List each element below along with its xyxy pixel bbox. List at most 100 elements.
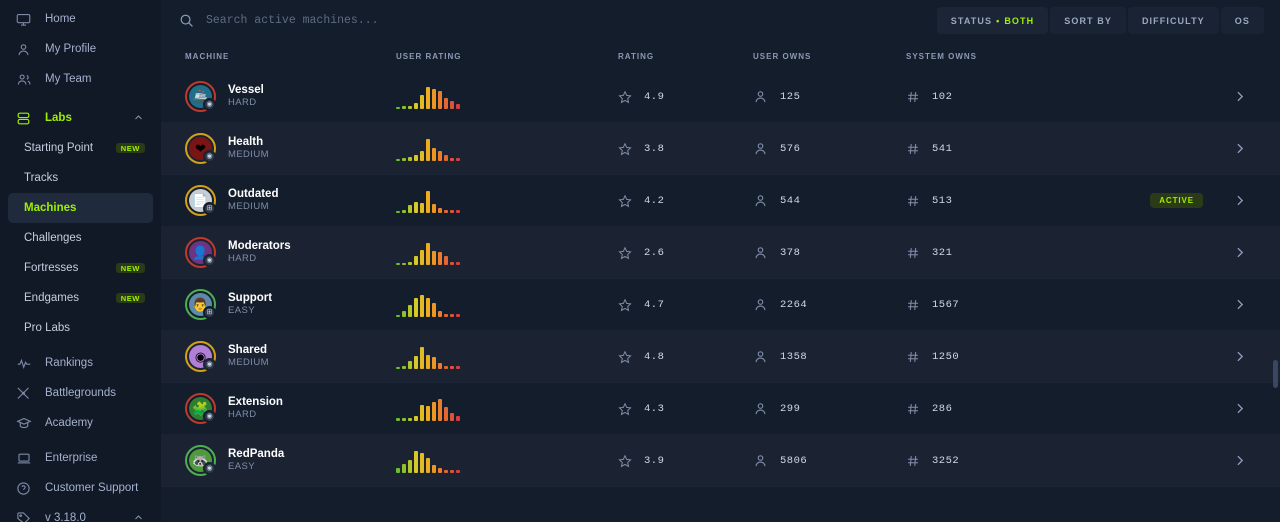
avatar: 🧩 ◉ xyxy=(185,393,216,424)
status-filter[interactable]: STATUS • BOTH xyxy=(936,7,1049,34)
machine-name: Outdated xyxy=(228,187,279,200)
system-owns-cell: 1567 xyxy=(906,298,1056,312)
star-icon xyxy=(618,402,632,416)
table-row[interactable]: ❤ ◉ Health MEDIUM 3.8 576 541 xyxy=(161,123,1280,175)
table-row[interactable]: ◉ ◉ Shared MEDIUM 4.8 1358 1250 xyxy=(161,331,1280,383)
sidebar-item-customer-support[interactable]: Customer Support xyxy=(8,473,153,503)
sort-by-filter[interactable]: SORT BY xyxy=(1050,7,1126,34)
machine-cell[interactable]: 👤 ◉ Moderators HARD xyxy=(161,237,396,268)
rating-bar xyxy=(396,106,400,109)
sidebar-item-label: Pro Labs xyxy=(24,322,71,334)
chevron-right-icon[interactable] xyxy=(1233,454,1246,467)
rating-bar xyxy=(456,261,460,265)
os-filter[interactable]: OS xyxy=(1220,7,1264,34)
rating-bar xyxy=(426,86,430,109)
rating-bar xyxy=(408,156,412,161)
rating-bar xyxy=(432,401,436,421)
rating-bar xyxy=(438,310,442,317)
machine-cell[interactable]: 🦝 ◉ RedPanda EASY xyxy=(161,445,396,476)
filter-value: BOTH xyxy=(1004,15,1035,26)
rating-bar xyxy=(444,313,448,317)
difficulty-filter[interactable]: DIFFICULTY xyxy=(1127,7,1219,34)
machine-cell[interactable]: ❤ ◉ Health MEDIUM xyxy=(161,133,396,164)
table-row[interactable]: 🦝 ◉ RedPanda EASY 3.9 5806 3252 xyxy=(161,435,1280,487)
rating-histogram xyxy=(396,449,618,473)
rating-bar xyxy=(438,467,442,473)
user-owns-value: 544 xyxy=(780,194,801,207)
machine-name: Vessel xyxy=(228,83,264,96)
table-row[interactable]: 👤 ◉ Moderators HARD 2.6 378 321 xyxy=(161,227,1280,279)
rating-histogram xyxy=(396,241,618,265)
rating-bar xyxy=(438,90,442,109)
sidebar-item-labs[interactable]: Labs xyxy=(8,103,153,133)
chevron-right-icon[interactable] xyxy=(1233,194,1246,207)
table-row[interactable]: 🧩 ◉ Extension HARD 4.3 299 286 xyxy=(161,383,1280,435)
machine-name: Extension xyxy=(228,395,283,408)
table-row[interactable]: 👨 ⊞ Support EASY 4.7 2264 1567 xyxy=(161,279,1280,331)
sidebar-item-challenges[interactable]: Challenges xyxy=(8,223,153,253)
sidebar-item-enterprise[interactable]: Enterprise xyxy=(8,443,153,473)
rating-bar xyxy=(414,201,418,213)
chevron-up-icon[interactable] xyxy=(134,113,143,124)
sidebar-item-pro-labs[interactable]: Pro Labs xyxy=(8,313,153,343)
chevron-right-icon[interactable] xyxy=(1233,298,1246,311)
rating-cell: 4.8 xyxy=(618,350,753,364)
user-icon xyxy=(753,89,768,104)
rating-cell: 4.2 xyxy=(618,194,753,208)
machine-cell[interactable]: 📄 ⊞ Outdated MEDIUM xyxy=(161,185,396,216)
chevron-up-icon[interactable] xyxy=(134,513,143,522)
chevron-right-icon[interactable] xyxy=(1233,246,1246,259)
rating-bar xyxy=(420,452,424,473)
sidebar-item-starting-point[interactable]: Starting Point NEW xyxy=(8,133,153,163)
search-input[interactable] xyxy=(206,14,536,27)
sidebar-item-rankings[interactable]: Rankings xyxy=(8,348,153,378)
sidebar-item-battlegrounds[interactable]: Battlegrounds xyxy=(8,378,153,408)
vertical-scrollbar[interactable] xyxy=(1273,360,1278,388)
chevron-right-icon[interactable] xyxy=(1233,142,1246,155)
machines-table-body: 🚢 ◉ Vessel HARD 4.9 125 102 ❤ ◉ Health MEDIUM 3.8 57… xyxy=(161,71,1280,522)
sidebar-item-academy[interactable]: Academy xyxy=(8,408,153,438)
sidebar-item-v-3-18-0[interactable]: v 3.18.0 xyxy=(8,503,153,522)
machine-cell[interactable]: 👨 ⊞ Support EASY xyxy=(161,289,396,320)
table-row[interactable]: 📄 ⊞ Outdated MEDIUM 4.2 544 513 ACTIVE xyxy=(161,175,1280,227)
sidebar-item-home[interactable]: Home xyxy=(8,4,153,34)
chevron-right-icon[interactable] xyxy=(1233,90,1246,103)
main-content: STATUS•BOTH SORT BY DIFFICULTY OS MACHINE U… xyxy=(161,0,1280,522)
machine-cell[interactable]: 🚢 ◉ Vessel HARD xyxy=(161,81,396,112)
search-box[interactable] xyxy=(179,13,937,28)
sidebar-item-fortresses[interactable]: Fortresses NEW xyxy=(8,253,153,283)
header-user-rating: USER RATING xyxy=(396,51,462,61)
sidebar-item-label: Starting Point xyxy=(24,142,94,154)
sidebar-item-machines[interactable]: Machines xyxy=(8,193,153,223)
sidebar-item-tracks[interactable]: Tracks xyxy=(8,163,153,193)
chevron-right-icon[interactable] xyxy=(1233,402,1246,415)
sidebar-item-endgames[interactable]: Endgames NEW xyxy=(8,283,153,313)
rating-histogram xyxy=(396,85,618,109)
machine-difficulty: MEDIUM xyxy=(228,201,269,213)
table-row[interactable]: 🚢 ◉ Vessel HARD 4.9 125 102 xyxy=(161,71,1280,123)
sidebar-item-label: Labs xyxy=(45,112,72,124)
user-icon xyxy=(753,349,768,364)
machine-cell[interactable]: ◉ ◉ Shared MEDIUM xyxy=(161,341,396,372)
rating-bar xyxy=(450,261,454,265)
machine-cell[interactable]: 🧩 ◉ Extension HARD xyxy=(161,393,396,424)
system-owns-value: 1250 xyxy=(932,350,960,363)
sidebar-item-my-team[interactable]: My Team xyxy=(8,64,153,94)
system-owns-cell: 321 xyxy=(906,246,1056,260)
machine-name: RedPanda xyxy=(228,447,285,460)
rating-bar xyxy=(432,302,436,317)
os-badge-linux-icon: ◉ xyxy=(203,410,216,423)
rating-bar xyxy=(450,365,454,369)
rating-bar xyxy=(426,457,430,473)
graduation-cap-icon xyxy=(16,415,36,431)
hash-icon xyxy=(906,246,920,260)
rating-value: 4.8 xyxy=(644,350,665,363)
chevron-right-icon[interactable] xyxy=(1233,350,1246,363)
sidebar-item-my-profile[interactable]: My Profile xyxy=(8,34,153,64)
avatar: 👨 ⊞ xyxy=(185,289,216,320)
machine-name: Moderators xyxy=(228,239,291,252)
new-badge: NEW xyxy=(115,292,145,304)
user-owns-value: 5806 xyxy=(780,454,808,467)
rating-bar xyxy=(396,210,400,213)
